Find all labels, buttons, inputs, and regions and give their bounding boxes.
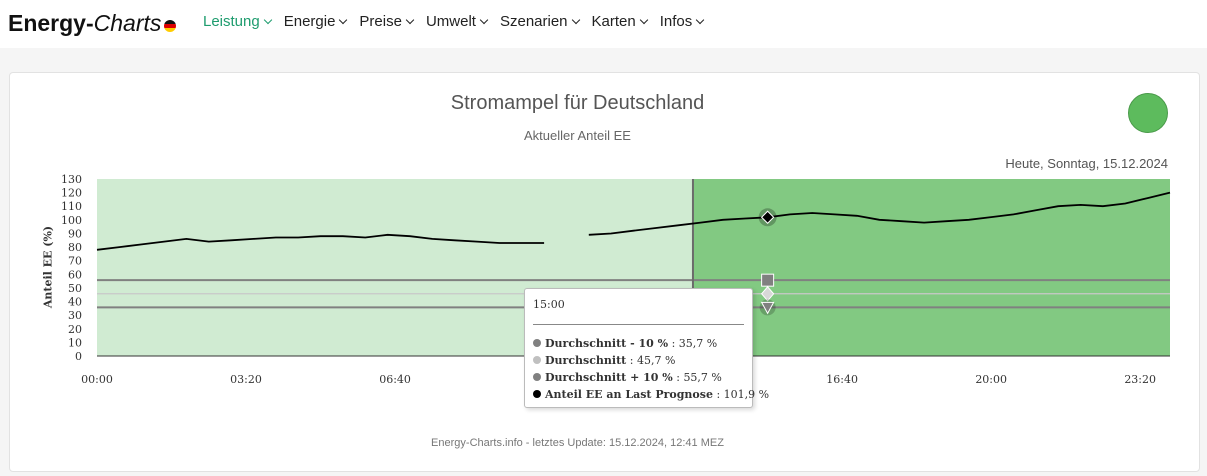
chart-tooltip: 15:00 Durchschnitt - 10 % : 35,7 % Durch… — [524, 288, 769, 408]
menu-label: Szenarien — [499, 13, 568, 30]
y-tick-label: 50 — [68, 282, 82, 295]
tooltip-series-name: Anteil EE an Last Prognose — [545, 388, 713, 401]
y-tick-label: 60 — [68, 268, 82, 281]
traffic-light-indicator — [1128, 93, 1168, 133]
brand-bold: Energy- — [8, 10, 94, 36]
chart-title: Stromampel für Deutschland — [450, 92, 705, 114]
menu-label: Energie — [283, 13, 336, 30]
update-footer: Energy-Charts.info - letztes Update: 15.… — [431, 437, 724, 449]
menu-infos[interactable]: Infos — [659, 13, 705, 30]
tooltip-value: 101,9 % — [723, 388, 770, 401]
y-tick-label: 40 — [68, 296, 82, 309]
menu-energie[interactable]: Energie — [283, 13, 348, 30]
tooltip-row: Durchschnitt : 45,7 % — [533, 352, 744, 369]
main-menu: Leistung Energie Preise Umwelt Szenarien… — [203, 13, 716, 30]
menu-label: Karten — [591, 13, 636, 30]
menu-label: Preise — [359, 13, 402, 30]
tooltip-row: Anteil EE an Last Prognose : 101,9 % — [533, 386, 769, 403]
navbar: Energy-Charts Leistung Energie Preise Um… — [0, 0, 1207, 48]
x-tick-label: 23:20 — [1124, 373, 1156, 386]
series-dot-icon — [533, 373, 541, 381]
menu-leistung[interactable]: Leistung — [203, 13, 272, 30]
x-tick-label: 20:00 — [975, 373, 1007, 386]
series-dot-icon — [533, 390, 541, 398]
series-marker-diamond — [760, 210, 775, 224]
brand-italic: Charts — [93, 10, 162, 36]
tooltip-value: 55,7 % — [683, 371, 722, 384]
series-dot-icon — [533, 356, 541, 364]
x-tick-label: 06:40 — [379, 373, 411, 386]
y-tick-label: 70 — [68, 255, 82, 268]
series-dot-icon — [533, 339, 541, 347]
menu-label: Umwelt — [425, 13, 476, 30]
y-tick-label: 90 — [68, 227, 82, 240]
y-tick-label: 130 — [61, 173, 82, 186]
tooltip-divider — [533, 324, 744, 325]
menu-label: Infos — [659, 13, 693, 30]
y-tick-label: 110 — [61, 200, 82, 213]
tooltip-time: 15:00 — [533, 298, 565, 311]
y-tick-label: 120 — [61, 187, 82, 200]
y-tick-label: 80 — [68, 241, 82, 254]
menu-umwelt[interactable]: Umwelt — [425, 13, 489, 30]
tooltip-row: Durchschnitt - 10 % : 35,7 % — [533, 335, 744, 352]
y-tick-label: 30 — [68, 309, 82, 322]
x-tick-label: 03:20 — [230, 373, 262, 386]
tooltip-series-name: Durchschnitt + 10 % — [545, 371, 673, 384]
tooltip-value: 35,7 % — [678, 337, 718, 350]
chart-subtitle: Aktueller Anteil EE — [524, 128, 631, 143]
menu-preise[interactable]: Preise — [359, 13, 415, 30]
background-band-1 — [692, 179, 1170, 356]
menu-karten[interactable]: Karten — [591, 13, 648, 30]
tooltip-value: 45,7 % — [636, 354, 676, 367]
tooltip-series-name: Durchschnitt — [545, 354, 627, 367]
tooltip-row: Durchschnitt + 10 % : 55,7 % — [533, 369, 744, 386]
date-label: Heute, Sonntag, 15.12.2024 — [1005, 156, 1168, 171]
marker-square — [761, 273, 775, 287]
x-tick-label: 16:40 — [826, 373, 858, 386]
german-flag-icon — [164, 20, 177, 32]
brand-logo[interactable]: Energy-Charts — [8, 10, 177, 36]
tooltip-series-name: Durchschnitt - 10 % — [545, 337, 669, 350]
series-line — [96, 191, 1171, 251]
y-axis-title: Anteil EE (%) — [41, 225, 55, 309]
y-tick-label: 100 — [61, 214, 82, 227]
x-tick-label: 00:00 — [81, 373, 113, 386]
marker-diamond — [760, 286, 775, 302]
y-tick-label: 20 — [68, 323, 82, 336]
menu-szenarien[interactable]: Szenarien — [499, 13, 580, 30]
marker-triangle — [760, 301, 775, 315]
menu-label: Leistung — [203, 13, 260, 30]
y-tick-label: 0 — [75, 350, 82, 363]
y-tick-label: 10 — [68, 336, 82, 349]
